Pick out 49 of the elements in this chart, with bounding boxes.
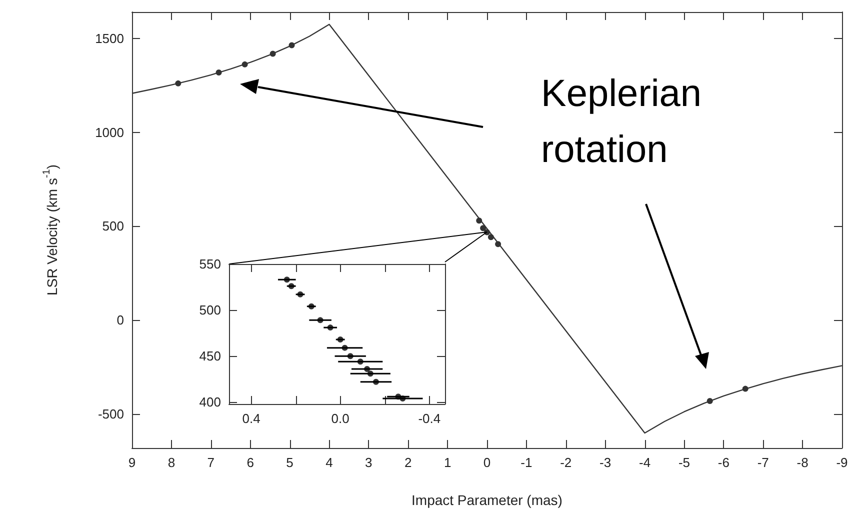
point <box>337 336 344 343</box>
point <box>372 378 379 385</box>
x-tick-label: -0.4 <box>418 411 441 426</box>
x-tick-label: 9 <box>128 455 136 470</box>
x-tick-label: -8 <box>796 455 808 470</box>
annotation: Keplerian rotation <box>541 72 703 173</box>
point <box>357 358 364 365</box>
y-tick-label: 400 <box>199 394 221 410</box>
point <box>317 317 324 324</box>
x-tick-label: -1 <box>520 455 532 470</box>
x-tick-label: 0 <box>483 455 491 470</box>
point <box>367 370 374 377</box>
x-tick-label: 0.4 <box>242 411 260 426</box>
x-tick-label: -6 <box>718 455 730 470</box>
y-tick-label: 1500 <box>95 30 124 46</box>
y-tick-label: 1000 <box>95 124 124 140</box>
x-tick-label: -4 <box>638 455 651 470</box>
point <box>327 324 334 331</box>
x-tick-label: 5 <box>286 455 294 470</box>
point <box>308 303 314 310</box>
x-tick-label: 4 <box>326 455 333 470</box>
point <box>297 291 304 298</box>
y-tick-label: 0 <box>116 312 124 328</box>
y-tick-label: 500 <box>199 302 221 318</box>
point <box>288 283 294 290</box>
x-axis-title: Impact Parameter (mas) <box>412 492 562 508</box>
y-tick-label: 500 <box>102 218 124 234</box>
y-axis-title: LSR Velocity (km s-1) <box>42 164 60 296</box>
x-tick-label: 7 <box>207 455 215 470</box>
point <box>400 395 406 402</box>
x-tick-label: 2 <box>404 455 412 470</box>
x-tick-label: -9 <box>836 455 848 470</box>
point <box>347 353 354 360</box>
point <box>364 366 370 372</box>
x-tick-label: 3 <box>365 455 372 470</box>
x-tick-label: -3 <box>600 455 612 470</box>
x-tick-label: 1 <box>444 455 452 470</box>
x-tick-label: 6 <box>246 455 254 470</box>
y-tick-label: -500 <box>98 406 124 422</box>
y-tick-label: 550 <box>199 256 221 272</box>
x-tick-label: -5 <box>678 455 690 470</box>
point <box>342 344 348 351</box>
x-tick-label: -2 <box>560 455 572 470</box>
y-tick-label: 450 <box>199 348 221 364</box>
point <box>284 276 290 283</box>
x-tick-label: 0.0 <box>331 411 350 426</box>
x-tick-label: 8 <box>168 455 176 470</box>
x-tick-label: -7 <box>757 455 769 470</box>
point <box>480 225 486 232</box>
